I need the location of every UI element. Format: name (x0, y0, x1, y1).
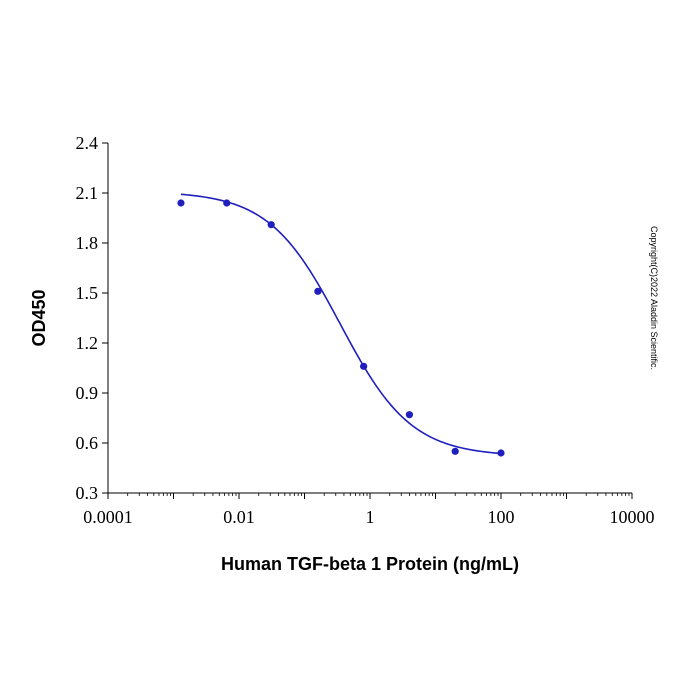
data-points (177, 199, 505, 457)
data-point (267, 221, 275, 229)
data-point (360, 362, 368, 370)
data-point (497, 449, 505, 457)
y-tick-label: 1.8 (76, 233, 99, 253)
data-point (314, 287, 322, 295)
x-tick-label: 10000 (610, 507, 655, 527)
x-axis-title: Human TGF-beta 1 Protein (ng/mL) (221, 554, 519, 574)
y-tick-label: 0.3 (76, 483, 99, 503)
x-tick-label: 100 (488, 507, 515, 527)
copyright-text: Copyright(C)2022 Aladdin Scientific. (649, 226, 659, 370)
y-tick-label: 0.6 (76, 433, 99, 453)
x-tick-label: 0.0001 (83, 507, 133, 527)
y-tick-label: 0.9 (76, 383, 99, 403)
y-tick-label: 1.5 (76, 283, 99, 303)
y-tick-label: 2.4 (76, 133, 99, 153)
y-ticks: 0.3 0.6 0.9 1.2 1.5 1.8 2.1 2.4 (76, 133, 108, 503)
x-ticks: 0.0001 0.01 1 100 10000 (83, 493, 655, 527)
y-tick-label: 2.1 (76, 183, 99, 203)
x-tick-label: 1 (366, 507, 375, 527)
data-point (223, 199, 231, 207)
y-axis-title: OD450 (29, 289, 49, 346)
x-tick-label: 0.01 (223, 507, 255, 527)
y-tick-label: 1.2 (76, 333, 99, 353)
data-point (405, 411, 414, 419)
data-point (451, 447, 459, 455)
fit-curve (180, 193, 502, 455)
data-point (177, 199, 185, 207)
